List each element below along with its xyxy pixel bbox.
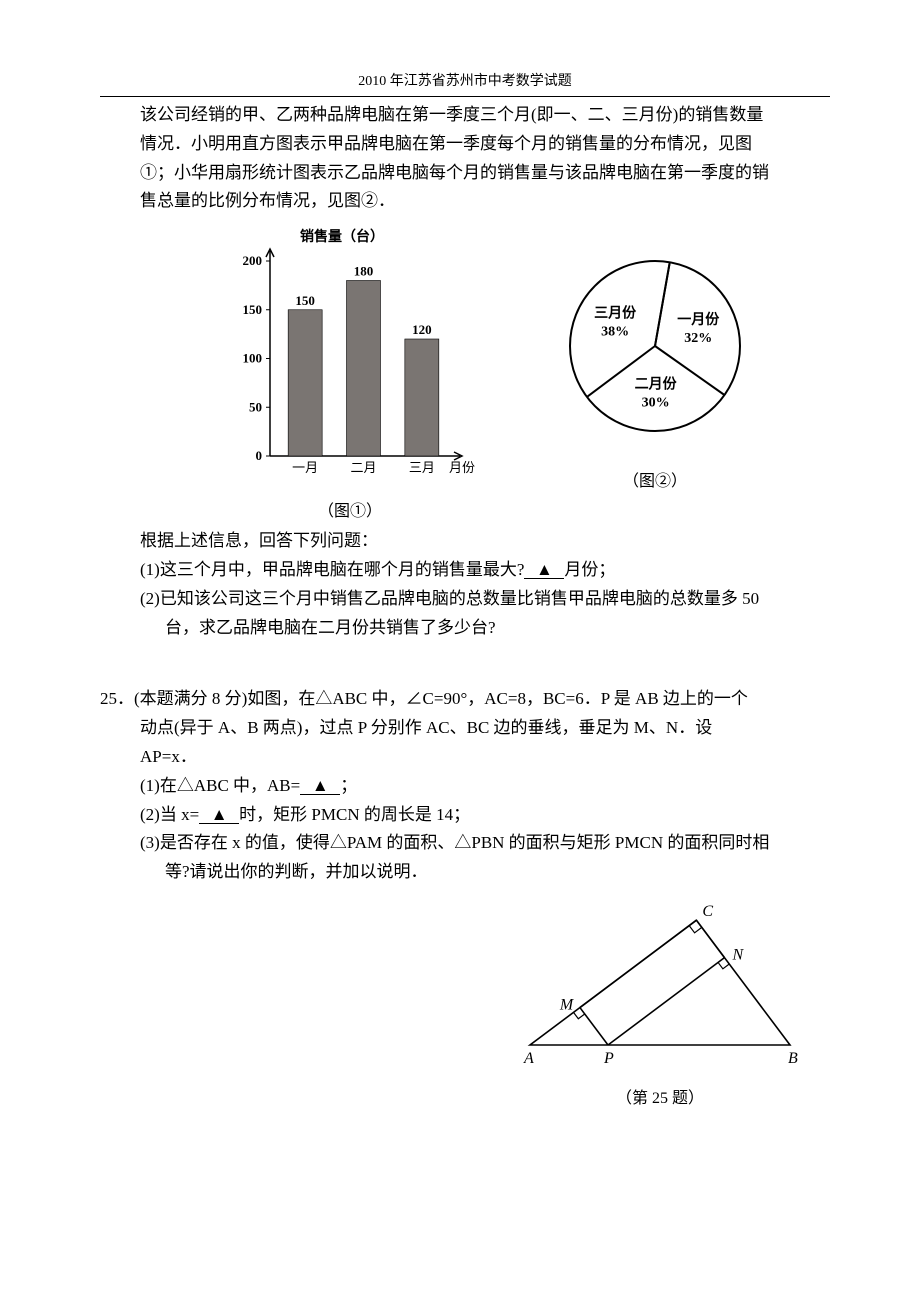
q25-sub2-b: 时，矩形 PMCN 的周长是 14； [239,805,470,824]
svg-text:30%: 30% [642,396,670,411]
q25-figure-container: A B C M N P （第 25 题） [100,895,810,1112]
svg-text:三月: 三月 [409,460,435,475]
bar-chart-container: 销售量（台） 0 50 100 150 200 150 一月 180 二月 120 三月月份 （图①） [220,226,480,525]
svg-text:销售量（台）: 销售量（台） [300,228,384,245]
svg-text:M: M [559,997,575,1014]
svg-text:50: 50 [249,400,262,415]
blank-fill: ▲ [300,777,340,795]
q25-figure-caption: （第 25 题） [510,1085,810,1112]
q24-sub1: (1)这三个月中，甲品牌电脑在哪个月的销售量最大?▲月份； [140,556,830,585]
svg-text:32%: 32% [684,332,712,347]
blank-fill: ▲ [524,561,564,579]
intro-line-2: 情况．小明用直方图表示甲品牌电脑在第一季度每个月的销售量的分布情况，见图 [140,130,830,159]
svg-text:100: 100 [243,351,263,366]
q25-sub1: (1)在△ABC 中，AB=▲； [140,772,830,801]
bar-chart-caption: （图①） [220,498,480,525]
page-header: 2010 年江苏省苏州市中考数学试题 [100,70,830,97]
q25-sub2: (2)当 x=▲时，矩形 PMCN 的周长是 14； [140,801,830,830]
svg-text:三月份: 三月份 [594,305,637,322]
svg-text:200: 200 [243,253,263,268]
q25-stem-b: 动点(异于 A、B 两点)，过点 P 分别作 AC、BC 边的垂线，垂足为 M、… [140,714,830,743]
svg-text:一月份: 一月份 [677,312,720,329]
pie-chart: 一月份 32% 二月份 30% 三月份 38% [540,226,770,456]
svg-text:二月份: 二月份 [635,376,678,393]
blank-fill: ▲ [199,806,239,824]
q25-sub1-a: (1)在△ABC 中，AB= [140,776,300,795]
svg-text:P: P [603,1050,614,1067]
svg-text:C: C [702,903,713,920]
svg-text:一月: 一月 [292,460,318,475]
intro-line-4: 售总量的比例分布情况，见图②． [140,187,830,216]
svg-text:A: A [523,1050,534,1067]
q24-sub1-text-a: (1)这三个月中，甲品牌电脑在哪个月的销售量最大? [140,560,524,579]
q25-figure: A B C M N P [510,895,810,1075]
svg-text:0: 0 [256,448,263,463]
svg-text:二月: 二月 [350,460,376,475]
q24-sub1-text-b: 月份； [564,560,615,579]
q25-stem-c: AP=x． [140,743,830,772]
svg-text:120: 120 [412,322,432,337]
q25-stem-a: 25．(本题满分 8 分)如图，在△ABC 中，∠C=90°，AC=8，BC=6… [100,685,830,714]
svg-text:150: 150 [295,293,315,308]
followup-text: 根据上述信息，回答下列问题： [140,527,830,556]
q24-sub2-line1: (2)已知该公司这三个月中销售乙品牌电脑的总数量比销售甲品牌电脑的总数量多 50 [140,585,830,614]
pie-chart-container: 一月份 32% 二月份 30% 三月份 38% （图②） [540,226,770,525]
svg-text:月份: 月份 [449,460,475,475]
q25-sub2-a: (2)当 x= [140,805,199,824]
svg-text:150: 150 [243,302,263,317]
svg-text:38%: 38% [601,325,629,340]
svg-text:B: B [788,1050,798,1067]
svg-text:N: N [731,947,744,964]
svg-text:180: 180 [354,264,374,279]
intro-line-3: ①；小华用扇形统计图表示乙品牌电脑每个月的销售量与该品牌电脑在第一季度的销 [140,159,830,188]
q25-sub1-b: ； [340,776,357,795]
intro-line-1: 该公司经销的甲、乙两种品牌电脑在第一季度三个月(即一、二、三月份)的销售数量 [140,101,830,130]
pie-chart-caption: （图②） [540,468,770,495]
q25-sub3-b: 等?请说出你的判断，并加以说明． [165,858,830,887]
bar-chart: 销售量（台） 0 50 100 150 200 150 一月 180 二月 120 三月月份 [220,226,480,486]
q25-sub3-a: (3)是否存在 x 的值，使得△PAM 的面积、△PBN 的面积与矩形 PMCN… [140,829,830,858]
q24-sub2-line2: 台，求乙品牌电脑在二月份共销售了多少台? [165,614,830,643]
